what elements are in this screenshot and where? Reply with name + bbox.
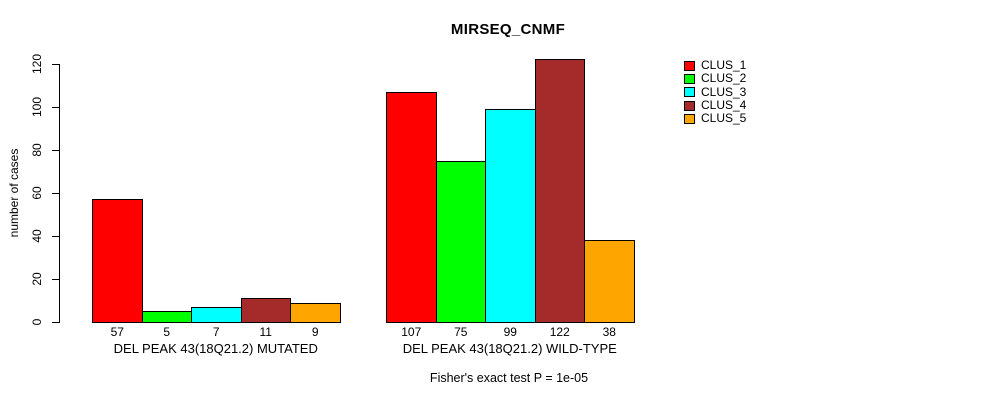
bar-value-label: 99 <box>503 325 517 339</box>
legend-label: CLUS_1 <box>701 58 747 73</box>
legend-label: CLUS_4 <box>701 98 747 113</box>
bar-clus_2-group2 <box>435 160 486 323</box>
legend-swatch-icon <box>684 87 695 98</box>
y-tick-label: 60 <box>30 186 44 200</box>
y-tick-mark <box>52 149 60 151</box>
y-tick-label: 120 <box>30 53 44 74</box>
bar-value-label: 38 <box>602 325 616 339</box>
legend-swatch-icon <box>684 73 695 84</box>
y-tick-label: 100 <box>30 96 44 117</box>
bar-clus_5-group2 <box>584 240 635 323</box>
bar-value-label: 7 <box>212 325 220 339</box>
y-axis-label: number of cases <box>7 148 21 238</box>
legend-item-clus_2: CLUS_2 <box>684 72 746 85</box>
y-tick-mark <box>52 235 60 237</box>
y-tick-mark <box>52 322 60 323</box>
y-tick-mark <box>52 106 60 108</box>
bar-clus_2-group1 <box>141 311 192 323</box>
legend-label: CLUS_2 <box>701 71 747 86</box>
legend-item-clus_1: CLUS_1 <box>684 59 746 72</box>
bar-value-label: 11 <box>259 325 272 339</box>
y-tick-mark <box>52 192 60 194</box>
bar-clus_3-group2 <box>485 108 536 323</box>
legend-swatch-icon <box>684 113 695 124</box>
bar-value-label: 57 <box>110 325 124 339</box>
bar-value-label: 5 <box>163 325 171 339</box>
y-tick-mark <box>52 63 60 65</box>
legend-label: CLUS_5 <box>701 111 747 126</box>
y-tick-label: 40 <box>30 229 44 243</box>
y-tick-mark <box>52 278 60 280</box>
bar-clus_1-group2 <box>386 91 437 323</box>
bar-value-label: 75 <box>454 325 468 339</box>
legend-item-clus_4: CLUS_4 <box>684 99 746 112</box>
bar-clus_4-group2 <box>534 59 585 323</box>
bar-clus_5-group1 <box>290 302 341 323</box>
group-label-1: DEL PEAK 43(18Q21.2) MUTATED <box>113 341 318 356</box>
bar-value-label: 122 <box>549 325 570 339</box>
legend: CLUS_1 CLUS_2 CLUS_3 CLUS_4 CLUS_5 <box>684 59 746 125</box>
y-tick-label: 0 <box>30 318 44 326</box>
legend-item-clus_5: CLUS_5 <box>684 112 746 125</box>
y-tick-label: 80 <box>30 143 44 157</box>
legend-swatch-icon <box>684 100 695 111</box>
y-tick-label: 20 <box>30 272 44 286</box>
footnote-text: Fisher's exact test P = 1e-05 <box>429 371 589 385</box>
legend-swatch-icon <box>684 60 695 71</box>
legend-item-clus_3: CLUS_3 <box>684 84 747 99</box>
bar-clus_3-group1 <box>191 306 242 323</box>
bar-clus_1-group1 <box>92 199 143 323</box>
group-label-2: DEL PEAK 43(18Q21.2) WILD-TYPE <box>402 341 617 356</box>
bar-value-label: 107 <box>401 325 422 339</box>
bar-value-label: 9 <box>311 325 319 339</box>
legend-label: CLUS_3 <box>701 84 747 99</box>
bar-clus_4-group1 <box>240 298 291 323</box>
chart-title: MIRSEQ_CNMF <box>450 21 566 38</box>
